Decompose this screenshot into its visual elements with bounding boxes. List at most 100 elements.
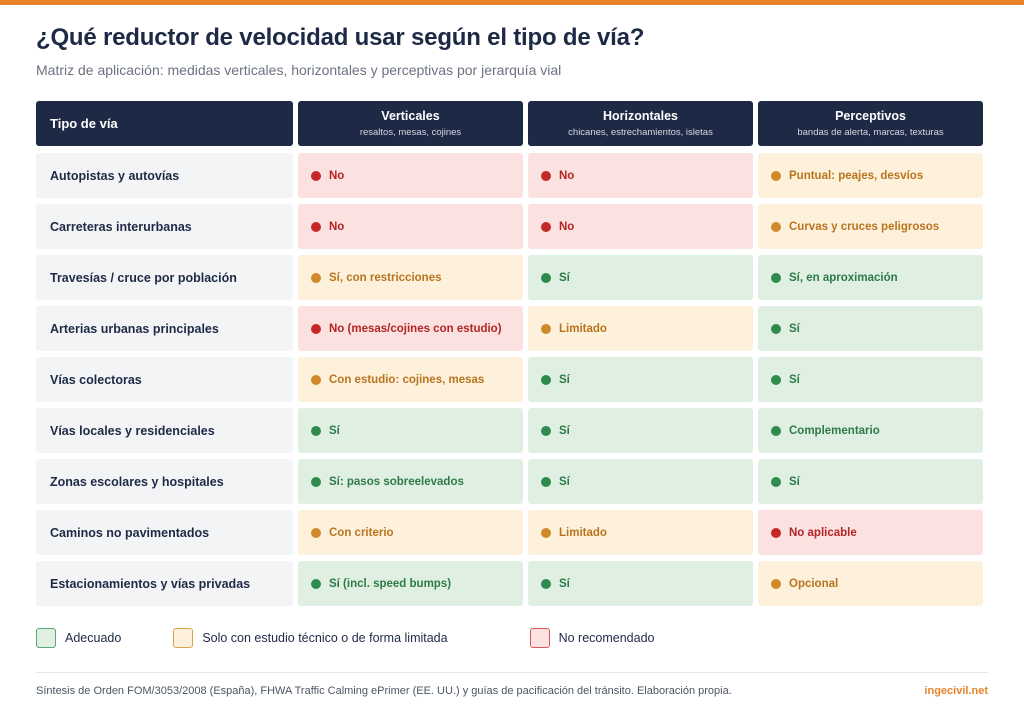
status-dot-icon [311, 272, 321, 283]
status-cell: No [298, 153, 523, 198]
column-header-perceptivos: Perceptivos bandas de alerta, marcas, te… [758, 101, 983, 146]
column-header-horizontales: Horizontales chicanes, estrechamientos, … [528, 101, 753, 146]
page-header: ¿Qué reductor de velocidad usar según el… [36, 24, 986, 78]
road-type-label: Caminos no pavimentados [50, 525, 210, 540]
road-type-cell: Vías colectoras [36, 357, 293, 402]
status-cell: Limitado [528, 306, 753, 351]
status-text: Sí [559, 271, 570, 284]
status-dot-icon [771, 476, 781, 487]
status-text: Con criterio [329, 526, 394, 539]
road-type-label: Autopistas y autovías [50, 168, 180, 183]
legend-swatch [36, 628, 56, 648]
status-cell: Sí [758, 357, 983, 402]
road-type-cell: Vías locales y residenciales [36, 408, 293, 453]
status-cell: Curvas y cruces peligrosos [758, 204, 983, 249]
status-cell: Sí [528, 357, 753, 402]
status-dot-icon [771, 170, 781, 181]
road-type-label: Carreteras interurbanas [50, 219, 192, 234]
table-row: Caminos no pavimentados Con criterio Limit… [36, 510, 984, 555]
source-note: Síntesis de Orden FOM/3053/2008 (España)… [36, 685, 732, 697]
table-row: Travesías / cruce por población Sí, con r… [36, 255, 984, 300]
status-dot-icon [311, 578, 321, 589]
status-dot-icon [771, 578, 781, 589]
status-dot-icon [541, 578, 551, 589]
road-type-cell: Carreteras interurbanas [36, 204, 293, 249]
status-cell: Puntual: peajes, desvíos [758, 153, 983, 198]
legend-item-ok: Adecuado [36, 628, 121, 648]
application-matrix: Tipo de vía Verticales resaltos, mesas, … [36, 101, 984, 612]
status-text: Puntual: peajes, desvíos [789, 169, 924, 182]
status-cell: No [298, 204, 523, 249]
status-dot-icon [311, 323, 321, 334]
status-text: Complementario [789, 424, 880, 437]
column-header-title: Horizontales [602, 109, 678, 123]
status-text: Sí, en aproximación [789, 271, 898, 284]
table-header-row: Tipo de vía Verticales resaltos, mesas, … [36, 101, 984, 146]
status-dot-icon [311, 476, 321, 487]
road-type-cell: Estacionamientos y vías privadas [36, 561, 293, 606]
status-text: Sí [789, 373, 800, 386]
column-header-subtitle: bandas de alerta, marcas, texturas [797, 127, 944, 138]
table-row: Vías colectoras Con estudio: cojines, mes… [36, 357, 984, 402]
status-text: Sí [559, 577, 570, 590]
table-row: Autopistas y autovías No No Puntual: peajes… [36, 153, 984, 198]
status-text: No [559, 220, 575, 233]
status-text: No (mesas/cojines con estudio) [329, 322, 502, 335]
status-text: Con estudio: cojines, mesas [329, 373, 485, 386]
legend: Adecuado Solo con estudio técnico o de fo… [36, 628, 655, 648]
status-cell: Sí [758, 459, 983, 504]
status-text: No aplicable [789, 526, 857, 539]
legend-label: Adecuado [65, 631, 122, 645]
status-dot-icon [541, 374, 551, 385]
status-dot-icon [541, 272, 551, 283]
status-text: Sí [559, 373, 570, 386]
table-row: Zonas escolares y hospitales Sí: pasos so… [36, 459, 984, 504]
column-header-subtitle: resaltos, mesas, cojines [359, 127, 462, 138]
table-row: Vías locales y residenciales Sí Sí Compleme… [36, 408, 984, 453]
status-text: Sí [559, 424, 570, 437]
status-text: No [329, 220, 345, 233]
status-cell: Sí [528, 408, 753, 453]
status-text: Sí [559, 475, 570, 488]
legend-swatch [173, 628, 194, 648]
status-dot-icon [771, 272, 781, 283]
status-text: Curvas y cruces peligrosos [789, 220, 940, 233]
status-dot-icon [311, 221, 321, 232]
status-dot-icon [311, 527, 321, 538]
legend-label: No recomendado [558, 631, 655, 645]
status-cell: Sí [758, 306, 983, 351]
status-cell: Sí (incl. speed bumps) [298, 561, 523, 606]
status-text: Sí: pasos sobreelevados [329, 475, 464, 488]
status-text: Sí [789, 475, 800, 488]
status-cell: Complementario [758, 408, 983, 453]
table-row: Estacionamientos y vías privadas Sí (incl… [36, 561, 984, 606]
status-dot-icon [771, 221, 781, 232]
status-dot-icon [541, 221, 551, 232]
status-cell: No [528, 204, 753, 249]
status-dot-icon [311, 425, 321, 436]
status-cell: Con criterio [298, 510, 523, 555]
status-text: Limitado [559, 322, 607, 335]
column-header-title: Verticales [381, 109, 440, 123]
legend-item-limited: Solo con estudio técnico o de forma limi… [173, 628, 448, 648]
table-row: Arterias urbanas principales No (mesas/co… [36, 306, 984, 351]
status-text: Sí (incl. speed bumps) [329, 577, 452, 590]
footer-divider [36, 672, 988, 673]
status-dot-icon [541, 527, 551, 538]
table-row: Carreteras interurbanas No No Curvas y cruc… [36, 204, 984, 249]
status-cell: No aplicable [758, 510, 983, 555]
status-dot-icon [311, 170, 321, 181]
status-text: Sí [789, 322, 800, 335]
status-cell: Sí [528, 459, 753, 504]
status-cell: Sí [528, 255, 753, 300]
status-dot-icon [771, 374, 781, 385]
status-text: Sí [329, 424, 340, 437]
page-title: ¿Qué reductor de velocidad usar según el… [36, 24, 645, 51]
status-cell: Con estudio: cojines, mesas [298, 357, 523, 402]
legend-swatch [529, 628, 550, 648]
road-type-cell: Arterias urbanas principales [36, 306, 293, 351]
road-type-label: Vías locales y residenciales [50, 423, 215, 438]
column-header-subtitle: chicanes, estrechamientos, isletas [568, 127, 713, 138]
status-text: Limitado [559, 526, 607, 539]
status-dot-icon [541, 425, 551, 436]
